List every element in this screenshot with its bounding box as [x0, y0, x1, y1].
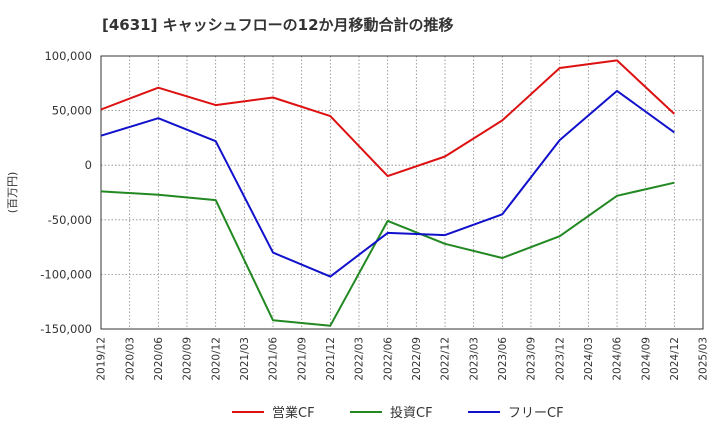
y-axis-ticks: 100,000 50,000 0 -50,000 -100,000 -150,000: [40, 49, 92, 336]
x-axis-ticks: 2019/12 2020/03 2020/06 2020/09 2020/12 2021/…: [96, 337, 710, 381]
x-tick-label: 2021/12: [325, 337, 337, 381]
y-tick-label: 50,000: [52, 104, 92, 118]
x-tick-label: 2024/03: [583, 337, 595, 381]
x-tick-label: 2020/03: [124, 337, 136, 381]
x-tick-label: 2023/12: [554, 337, 566, 381]
y-tick-label: -100,000: [40, 267, 92, 281]
chart-title: [4631] キャッシュフローの12か月移動合計の推移: [102, 16, 454, 34]
series-line: [100, 59, 675, 178]
x-tick-label: 2019/12: [96, 337, 108, 381]
x-tick-label: 2021/03: [239, 337, 251, 381]
y-tick-label: 100,000: [44, 49, 92, 63]
x-tick-label: 2020/06: [153, 337, 165, 381]
y-axis-label: (百万円): [6, 172, 19, 214]
x-tick-label: 2022/03: [354, 337, 366, 381]
y-tick-label: 0: [85, 158, 92, 172]
x-tick-label: 2024/09: [640, 337, 652, 381]
x-tick-label: 2021/09: [296, 337, 308, 381]
legend-label: 投資CF: [390, 405, 433, 421]
legend: 営業CF 投資CF フリーCF: [232, 405, 564, 421]
x-tick-label: 2022/09: [411, 337, 423, 381]
x-tick-label: 2022/12: [440, 337, 452, 381]
x-tick-label: 2020/12: [210, 337, 222, 381]
legend-label: フリーCF: [508, 406, 564, 421]
y-tick-label: -50,000: [48, 213, 92, 227]
x-tick-label: 2024/06: [612, 337, 624, 381]
x-tick-label: 2023/06: [497, 337, 509, 381]
series-line: [100, 89, 675, 278]
x-tick-label: 2023/03: [468, 337, 480, 381]
x-tick-label: 2025/03: [698, 337, 710, 381]
x-tick-label: 2024/12: [669, 337, 681, 381]
x-tick-label: 2022/06: [382, 337, 394, 381]
plot-area-frame: [100, 55, 704, 330]
y-tick-label: -150,000: [40, 322, 92, 336]
x-tick-label: 2023/09: [526, 337, 538, 381]
x-tick-label: 2021/06: [268, 337, 280, 381]
legend-label: 営業CF: [272, 405, 315, 421]
series-line: [100, 181, 675, 327]
x-tick-label: 2020/09: [182, 337, 194, 381]
series-lines: [100, 59, 675, 327]
